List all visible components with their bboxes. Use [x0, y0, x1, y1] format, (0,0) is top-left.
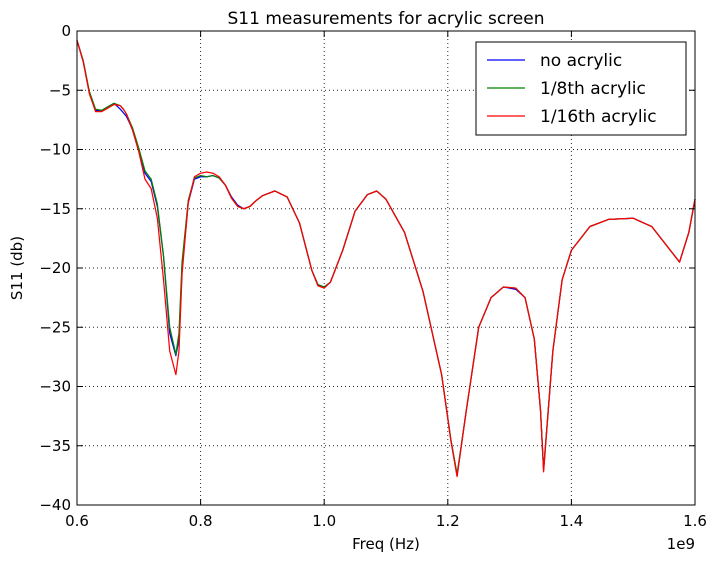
chart-title: S11 measurements for acrylic screen [228, 9, 545, 29]
y-tick-label: −5 [49, 81, 71, 99]
y-tick-label: −25 [39, 318, 71, 336]
x-axis-label: Freq (Hz) [352, 535, 420, 553]
x-tick-labels: 0.6 0.8 1.0 1.2 1.4 1.6 [65, 512, 707, 530]
grid-lines [77, 31, 695, 505]
y-tick-label: −40 [39, 496, 71, 514]
y-tick-label: −10 [39, 141, 71, 159]
x-tick-label: 1.6 [683, 512, 707, 530]
x-tick-label: 0.6 [65, 512, 89, 530]
legend-label-1-16th-acrylic: 1/16th acrylic [540, 107, 657, 127]
x-tick-label: 0.8 [189, 512, 213, 530]
x-tick-label: 1.4 [559, 512, 583, 530]
y-tick-label: −15 [39, 200, 71, 218]
legend: no acrylic 1/8th acrylic 1/16th acrylic [475, 41, 687, 136]
axis-ticks [76, 30, 696, 506]
x-axis-offset-label: 1e9 [667, 535, 695, 553]
x-tick-label: 1.0 [312, 512, 336, 530]
y-tick-label: 0 [61, 22, 71, 40]
legend-label-1-8th-acrylic: 1/8th acrylic [540, 79, 646, 99]
x-tick-label: 1.2 [436, 512, 460, 530]
y-axis-label: S11 (db) [8, 236, 26, 300]
y-tick-label: −35 [39, 437, 71, 455]
y-tick-label: −20 [39, 259, 71, 277]
y-tick-labels: 0 −5 −10 −15 −20 −25 −30 −35 −40 [39, 22, 71, 514]
series-lines [76, 39, 696, 478]
series-line-1-16th-acrylic [76, 39, 696, 478]
y-tick-label: −30 [39, 378, 71, 396]
legend-label-no-acrylic: no acrylic [540, 51, 622, 71]
